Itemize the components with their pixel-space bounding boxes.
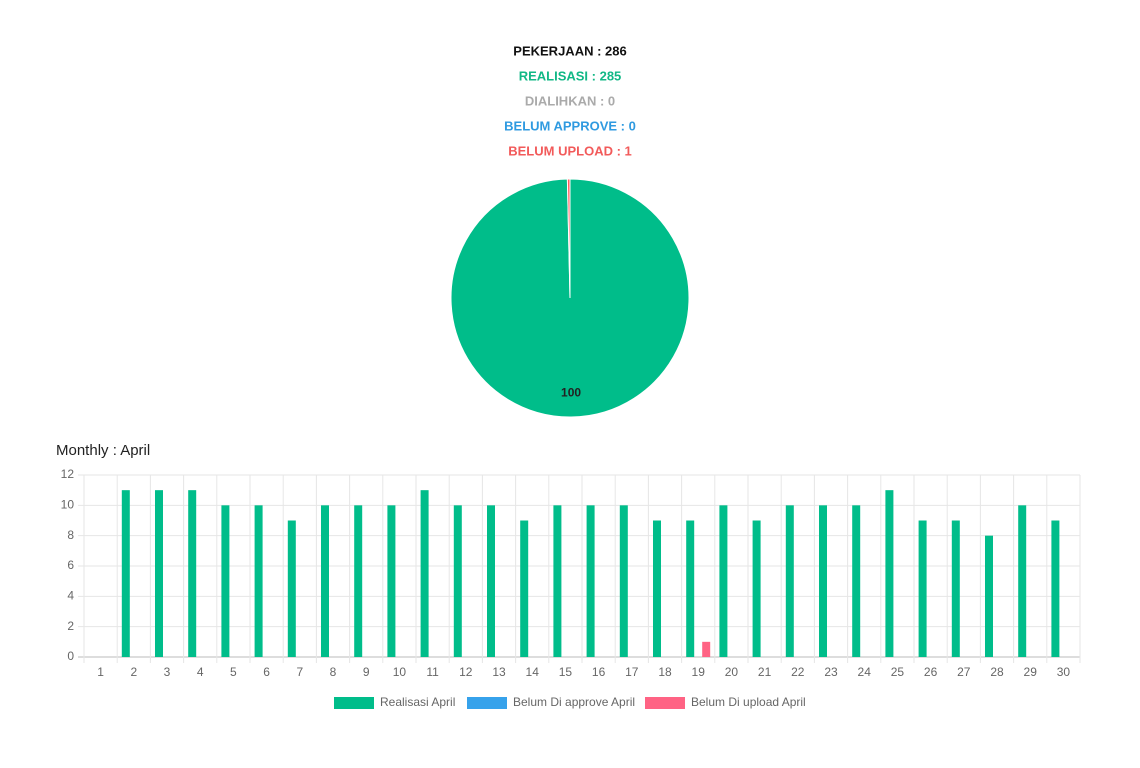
x-tick-label: 8 bbox=[330, 665, 337, 679]
bar bbox=[752, 520, 761, 657]
bar bbox=[918, 520, 927, 657]
x-tick-label: 21 bbox=[758, 665, 772, 679]
bar bbox=[487, 505, 495, 657]
summary-line: REALISASI : 285 bbox=[519, 68, 622, 83]
bar bbox=[586, 505, 595, 657]
bar bbox=[951, 520, 960, 657]
x-tick-label: 12 bbox=[459, 665, 473, 679]
y-tick-label: 4 bbox=[67, 589, 74, 603]
legend-swatch bbox=[467, 697, 507, 709]
bar bbox=[387, 505, 396, 657]
x-tick-label: 3 bbox=[164, 665, 171, 679]
bar bbox=[453, 505, 462, 657]
x-tick-label: 19 bbox=[692, 665, 706, 679]
bar bbox=[1018, 505, 1027, 657]
bar bbox=[188, 490, 197, 657]
chart-title: Monthly : April bbox=[56, 442, 150, 459]
summary-line: BELUM APPROVE : 0 bbox=[504, 118, 636, 133]
y-tick-label: 10 bbox=[61, 498, 75, 512]
summary-line: PEKERJAAN : 286 bbox=[513, 43, 626, 58]
x-tick-label: 18 bbox=[658, 665, 672, 679]
x-tick-label: 17 bbox=[625, 665, 639, 679]
legend-label: Belum Di approve April bbox=[513, 695, 635, 709]
legend-label: Realisasi April bbox=[380, 695, 455, 709]
legend-swatch bbox=[334, 697, 374, 709]
pie-slice bbox=[566, 178, 571, 299]
bar bbox=[686, 520, 695, 657]
bar bbox=[254, 505, 263, 657]
x-tick-label: 13 bbox=[492, 665, 506, 679]
x-tick-label: 23 bbox=[824, 665, 838, 679]
x-tick-label: 2 bbox=[130, 665, 137, 679]
bar bbox=[852, 505, 861, 657]
summary-line: DIALIHKAN : 0 bbox=[525, 93, 615, 108]
bar bbox=[520, 520, 529, 657]
x-tick-label: 6 bbox=[263, 665, 270, 679]
bar bbox=[985, 535, 993, 657]
x-tick-label: 27 bbox=[957, 665, 971, 679]
x-tick-label: 25 bbox=[891, 665, 905, 679]
bar bbox=[221, 505, 230, 657]
y-tick-label: 2 bbox=[67, 619, 74, 633]
x-tick-label: 7 bbox=[296, 665, 303, 679]
y-tick-label: 8 bbox=[67, 528, 74, 542]
bar bbox=[785, 505, 794, 657]
bar bbox=[819, 505, 827, 657]
bar bbox=[321, 505, 329, 657]
x-tick-label: 10 bbox=[393, 665, 407, 679]
x-tick-label: 30 bbox=[1057, 665, 1071, 679]
x-tick-label: 24 bbox=[858, 665, 872, 679]
summary-line: BELUM UPLOAD : 1 bbox=[508, 143, 632, 158]
x-tick-label: 5 bbox=[230, 665, 237, 679]
y-tick-label: 0 bbox=[67, 649, 74, 663]
bar bbox=[354, 505, 363, 657]
bar bbox=[121, 490, 130, 657]
bar bbox=[885, 490, 894, 657]
x-tick-label: 26 bbox=[924, 665, 938, 679]
x-tick-label: 4 bbox=[197, 665, 204, 679]
x-tick-label: 14 bbox=[526, 665, 540, 679]
bar bbox=[287, 520, 296, 657]
bar bbox=[719, 505, 728, 657]
x-tick-label: 16 bbox=[592, 665, 606, 679]
x-tick-label: 15 bbox=[559, 665, 573, 679]
x-tick-label: 28 bbox=[990, 665, 1004, 679]
x-tick-label: 22 bbox=[791, 665, 805, 679]
bar bbox=[653, 520, 661, 657]
y-tick-label: 12 bbox=[61, 467, 75, 481]
bar bbox=[155, 490, 163, 657]
bar bbox=[420, 490, 429, 657]
bar bbox=[553, 505, 562, 657]
x-tick-label: 11 bbox=[426, 665, 439, 679]
bar bbox=[619, 505, 628, 657]
x-tick-label: 9 bbox=[363, 665, 370, 679]
legend-label: Belum Di upload April bbox=[691, 695, 806, 709]
legend-swatch bbox=[645, 697, 685, 709]
x-tick-label: 29 bbox=[1024, 665, 1038, 679]
bar bbox=[1051, 520, 1060, 657]
y-tick-label: 6 bbox=[67, 558, 74, 572]
bar bbox=[702, 641, 711, 657]
x-tick-label: 20 bbox=[725, 665, 739, 679]
slice-label: 100 bbox=[561, 385, 581, 399]
x-tick-label: 1 bbox=[97, 665, 104, 679]
